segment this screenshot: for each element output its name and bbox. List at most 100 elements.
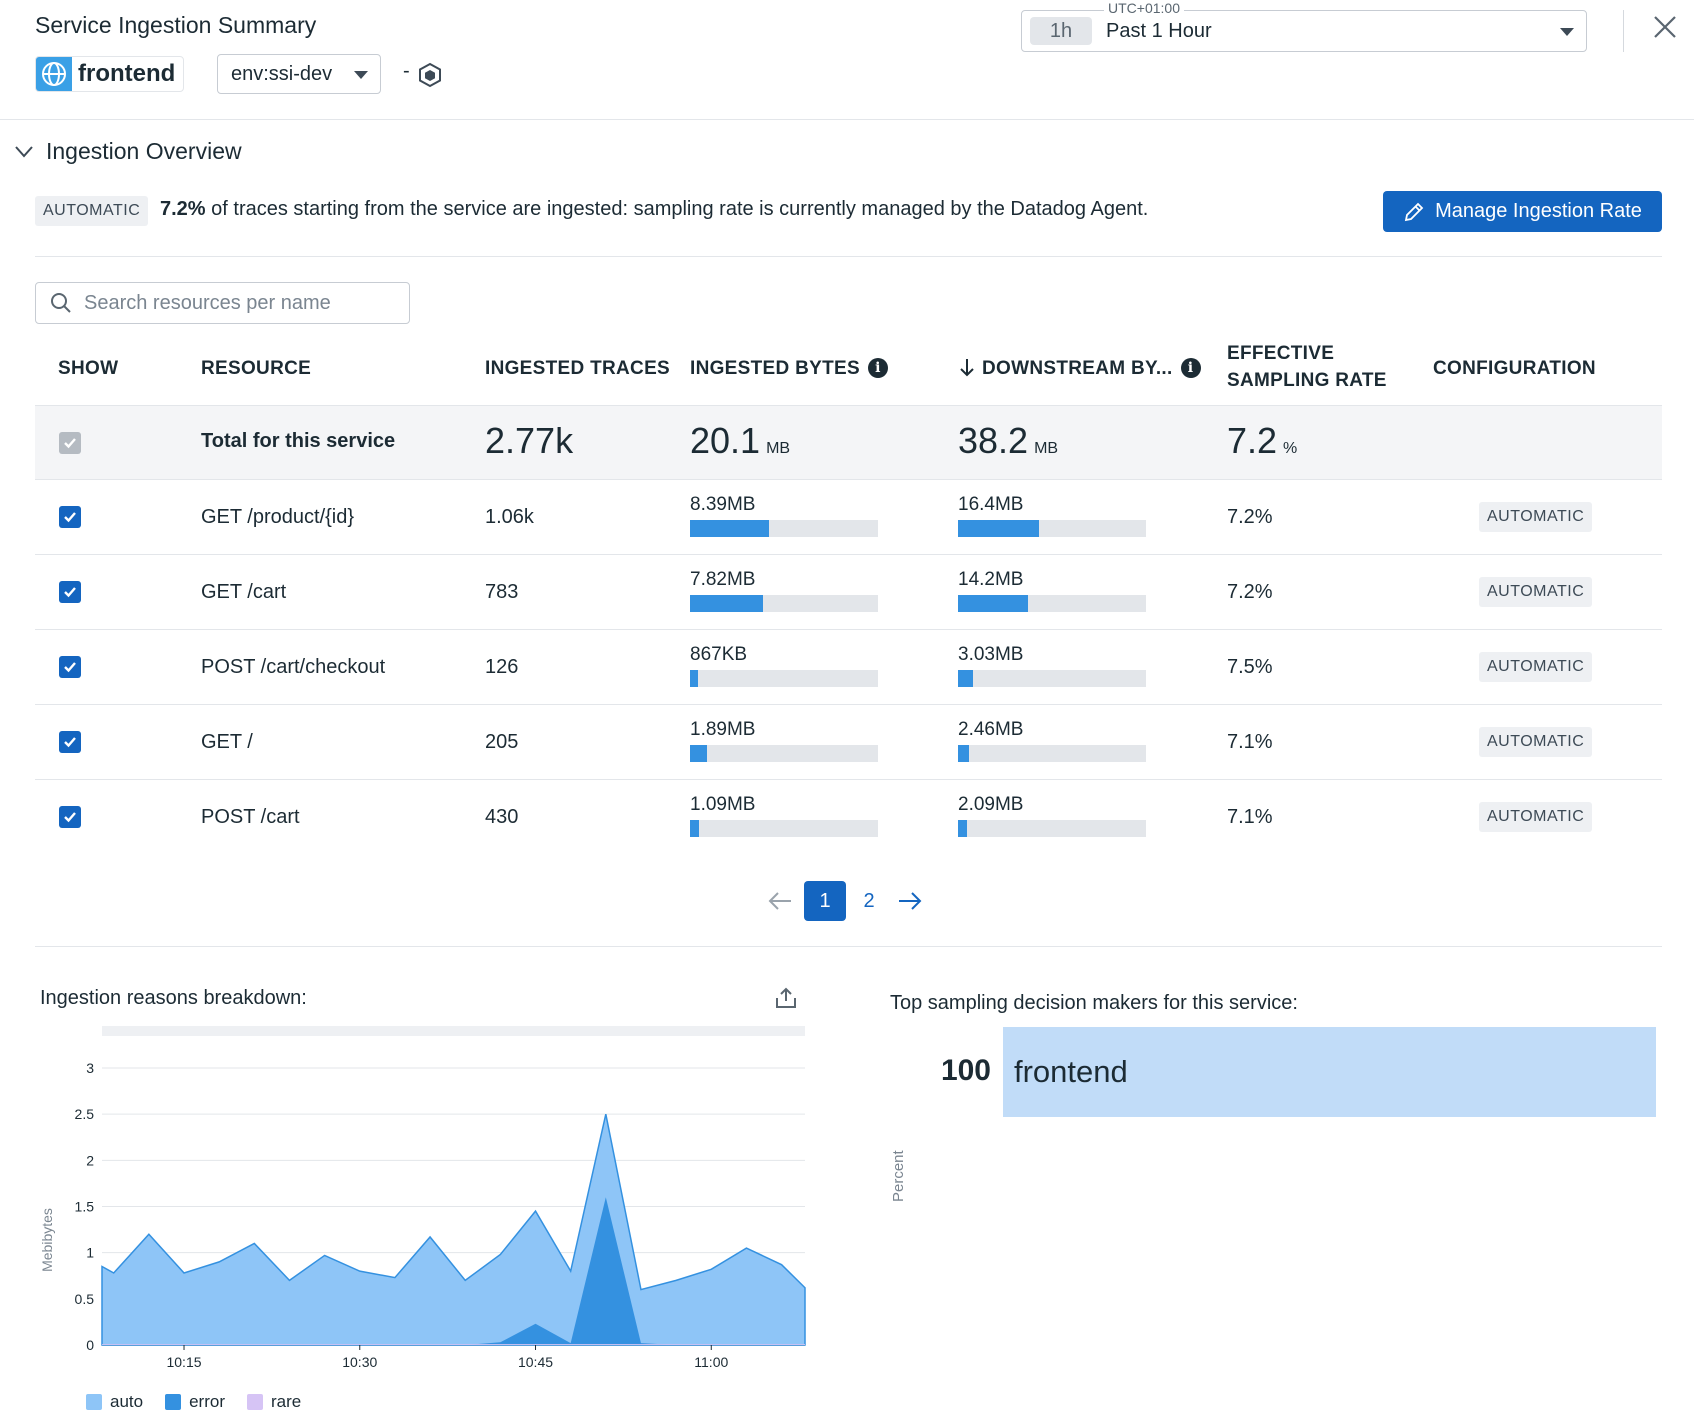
x-tick-label: 10:15 <box>166 1354 201 1370</box>
total-downstream: 38.2 MB <box>958 420 1059 461</box>
breakdown-title: Ingestion reasons breakdown: <box>40 987 307 1009</box>
column-header-ingested-bytes[interactable]: INGESTED BYTES i <box>690 355 888 382</box>
effective-rate: 7.2% <box>1227 581 1273 603</box>
downstream-bar-track <box>958 520 1146 537</box>
column-header-downstream-bytes[interactable]: DOWNSTREAM BY... i <box>958 355 1201 382</box>
series-area-auto[interactable] <box>101 1114 806 1346</box>
prev-page-arrow-icon[interactable] <box>760 891 800 911</box>
column-header-effective-sampling-rate[interactable]: EFFECTIVE SAMPLING RATE <box>1227 340 1387 394</box>
time-range-picker[interactable]: 1h Past 1 Hour <box>1021 10 1587 52</box>
resource-name[interactable]: GET /cart <box>201 581 287 603</box>
config-badge: AUTOMATIC <box>1479 727 1593 757</box>
globe-icon <box>36 57 72 91</box>
top-maker-label: frontend <box>1014 1054 1128 1089</box>
legend-item-error[interactable]: error <box>165 1392 225 1412</box>
total-bytes: 20.1 MB <box>690 420 791 461</box>
chart-brush-band[interactable] <box>102 1026 805 1036</box>
series-area-error[interactable] <box>102 1197 805 1345</box>
legend-item-rare[interactable]: rare <box>247 1392 301 1412</box>
bytes-bar-fill <box>690 595 764 612</box>
effective-rate: 7.5% <box>1227 656 1273 678</box>
bytes-bar-track <box>690 670 878 687</box>
ingested-traces: 430 <box>485 806 519 828</box>
env-value: env:ssi-dev <box>231 62 333 85</box>
search-box[interactable] <box>35 282 410 324</box>
column-header-label: SAMPLING RATE <box>1227 370 1387 391</box>
search-icon <box>51 293 71 313</box>
downstream-bar-fill <box>958 745 970 762</box>
total-rate: 7.2% <box>1227 420 1298 461</box>
show-checkbox[interactable] <box>59 731 81 753</box>
chart-legend: auto error rare <box>86 1392 301 1412</box>
downstream-bar-track <box>958 595 1146 612</box>
show-checkbox[interactable] <box>59 506 81 528</box>
top-maker-bar[interactable] <box>1003 1027 1656 1117</box>
downstream-bar-track <box>958 820 1146 837</box>
resource-name[interactable]: POST /cart <box>201 806 300 828</box>
downstream-bar-fill <box>958 670 974 687</box>
info-icon[interactable]: i <box>1180 358 1201 378</box>
downstream-bar-fill <box>958 820 968 837</box>
section-toggle-ingestion-overview[interactable]: Ingestion Overview <box>14 138 242 165</box>
y-tick-label: 3 <box>86 1060 94 1076</box>
resource-name[interactable]: POST /cart/checkout <box>201 656 386 678</box>
config-badge: AUTOMATIC <box>1479 577 1593 607</box>
x-tick-label: 11:00 <box>694 1354 728 1370</box>
info-icon[interactable]: i <box>867 358 888 378</box>
show-checkbox[interactable] <box>59 581 81 603</box>
show-checkbox[interactable] <box>59 656 81 678</box>
column-header-ingested-traces[interactable]: INGESTED TRACES <box>485 358 671 379</box>
pencil-icon <box>1404 202 1424 221</box>
legend-swatch <box>165 1394 182 1410</box>
resource-name[interactable]: GET / <box>201 731 253 753</box>
show-checkbox[interactable] <box>59 806 81 828</box>
config-badge: AUTOMATIC <box>1479 802 1593 832</box>
ingested-bytes: 867KB <box>690 644 878 687</box>
total-label: Total for this service <box>201 430 396 452</box>
bytes-bar-fill <box>690 670 698 687</box>
series-area-rare[interactable] <box>102 1344 805 1345</box>
ingested-traces: 783 <box>485 581 519 603</box>
y-tick-label: 0 <box>86 1337 94 1353</box>
y-tick-label: 2.5 <box>75 1106 95 1122</box>
y-tick-label: 1.5 <box>75 1199 95 1215</box>
next-page-arrow-icon[interactable] <box>890 891 930 911</box>
search-input[interactable] <box>84 291 384 315</box>
divider <box>35 946 1662 947</box>
legend-item-auto[interactable]: auto <box>86 1392 143 1412</box>
resource-name[interactable]: GET /product/{id} <box>201 506 355 528</box>
ingested-traces: 126 <box>485 656 519 678</box>
time-range-label: Past 1 Hour <box>1106 19 1212 42</box>
bytes-bar-fill <box>690 745 707 762</box>
total-row: Total for this service 2.77k 20.1 MB 38.2… <box>35 405 1662 480</box>
hexagon-icon <box>419 62 441 88</box>
chevron-down-icon <box>1560 28 1574 36</box>
chevron-down-icon <box>354 71 368 79</box>
table-row[interactable]: POST /cart/checkout 126 867KB 3.03MB 7.5… <box>35 630 1662 705</box>
downstream-bytes: 16.4MB <box>958 494 1146 537</box>
service-pill[interactable]: frontend <box>35 56 185 92</box>
table-row[interactable]: GET / 205 1.89MB 2.46MB 7.1% AUTOMATIC <box>35 705 1662 780</box>
table-row[interactable]: GET /cart 783 7.82MB 14.2MB 7.2% AUTOMAT… <box>35 555 1662 630</box>
downstream-bytes: 14.2MB <box>958 569 1146 612</box>
x-tick-label: 10:45 <box>518 1354 553 1370</box>
downstream-bytes: 2.09MB <box>958 794 1146 837</box>
time-chip: 1h <box>1030 17 1092 45</box>
close-icon[interactable] <box>1652 14 1678 40</box>
column-header-resource[interactable]: RESOURCE <box>201 358 312 379</box>
y-tick-label: 2 <box>86 1152 94 1168</box>
downstream-bar-fill <box>958 520 1039 537</box>
table-row[interactable]: POST /cart 430 1.09MB 2.09MB 7.1% AUTOMA… <box>35 780 1662 855</box>
effective-rate: 7.1% <box>1227 806 1273 828</box>
table-row[interactable]: GET /product/{id} 1.06k 8.39MB 16.4MB 7.… <box>35 480 1662 555</box>
env-select[interactable]: env:ssi-dev <box>217 54 381 94</box>
page-current[interactable]: 1 <box>804 881 846 921</box>
ingested-traces: 205 <box>485 731 519 753</box>
total-traces: 2.77k <box>485 420 574 461</box>
export-icon[interactable] <box>774 986 798 1010</box>
percent-axis-label: Percent <box>890 1150 907 1202</box>
downstream-bar-track <box>958 670 1146 687</box>
page-2[interactable]: 2 <box>863 889 875 912</box>
bytes-bar-track <box>690 820 878 837</box>
manage-ingestion-rate-button[interactable]: Manage Ingestion Rate <box>1383 191 1662 232</box>
